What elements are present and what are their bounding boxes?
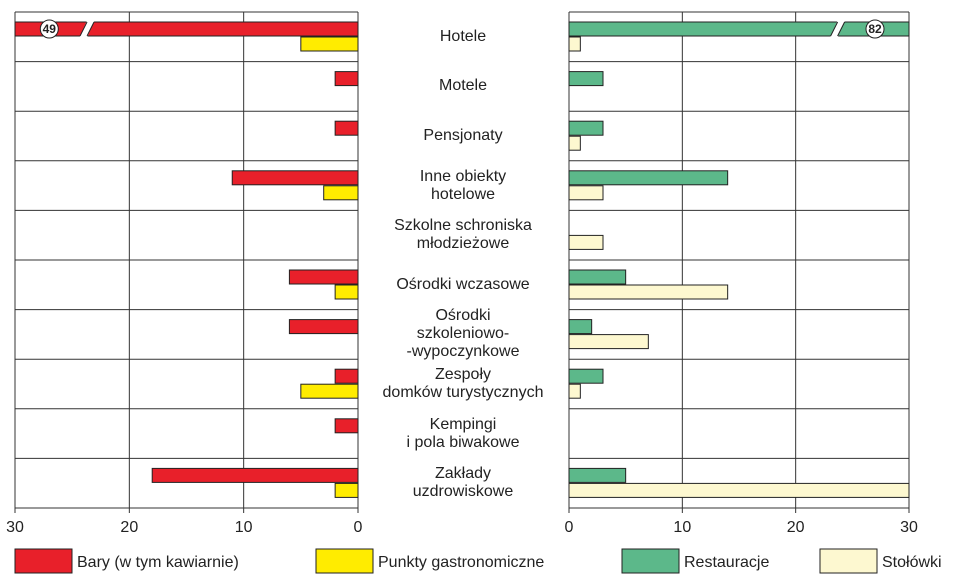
bar [334, 368, 359, 384]
legend-label: Restauracje [684, 554, 769, 571]
data-label: 82 [868, 22, 882, 36]
x-tick-label: 10 [235, 519, 253, 536]
bar [568, 120, 604, 136]
bar [568, 368, 604, 384]
bar [568, 36, 581, 52]
x-tick-label: 0 [565, 519, 574, 536]
bar [568, 334, 649, 350]
value-badge [865, 19, 885, 39]
bar [334, 71, 359, 87]
category-label: Hotele [439, 27, 487, 45]
axis-break-edge [86, 21, 95, 37]
category-label: Ośrodki wczasowe [396, 275, 530, 293]
axis-break-edge [79, 21, 88, 37]
bar [568, 467, 627, 483]
bar [334, 284, 359, 300]
legend-label: Stołówki [882, 554, 942, 571]
category-label: Pensjonaty [423, 127, 503, 144]
x-tick-label: 10 [673, 519, 691, 536]
bar [568, 135, 581, 151]
category-label: Ośrodki szkoleniowo- -wypoczynkowe [406, 307, 520, 361]
bar [334, 482, 359, 498]
bar [288, 269, 359, 285]
axis-break [830, 18, 845, 40]
bar [300, 383, 359, 399]
category-label: Inne obiekty hotelowe [419, 167, 507, 203]
bar [568, 170, 729, 186]
bar [334, 418, 359, 434]
bar [288, 319, 359, 335]
bar [568, 284, 729, 300]
bar [568, 383, 581, 399]
bar [568, 234, 604, 250]
bar [334, 120, 359, 136]
bar [231, 170, 359, 186]
category-label: Kempingi i pola biwakowe [406, 415, 520, 451]
bar [300, 36, 359, 52]
legend-swatch [819, 548, 878, 574]
bar [568, 269, 627, 285]
category-label: Motele [438, 77, 488, 95]
legend-swatch [315, 548, 374, 574]
x-tick-label: 20 [120, 519, 138, 536]
bar [151, 467, 359, 483]
legend-swatch [14, 548, 73, 574]
bar [14, 21, 359, 37]
bar [568, 21, 910, 37]
x-tick-label: 30 [900, 519, 918, 536]
x-tick-label: 0 [354, 519, 363, 536]
legend-label: Punkty gastronomiczne [378, 554, 544, 571]
category-label: Zespoły domków turystycznych [382, 366, 544, 401]
legend-swatch [621, 548, 680, 574]
data-label: 49 [43, 22, 57, 36]
x-tick-label: 30 [6, 519, 24, 536]
bar [323, 185, 359, 201]
x-tick-label: 20 [787, 519, 805, 536]
axis-break [79, 18, 95, 40]
bar [568, 185, 604, 201]
bar [568, 482, 910, 498]
bar [568, 71, 604, 87]
value-badge [39, 19, 59, 39]
axis-break-edge [837, 21, 846, 37]
bar [568, 319, 593, 335]
category-label: Szkolne schroniska młodzieżowe [394, 217, 532, 253]
axis-break-edge [830, 21, 839, 37]
category-label: Zakłady uzdrowiskowe [412, 465, 514, 501]
legend-label: Bary (w tym kawiarnie) [77, 554, 239, 571]
